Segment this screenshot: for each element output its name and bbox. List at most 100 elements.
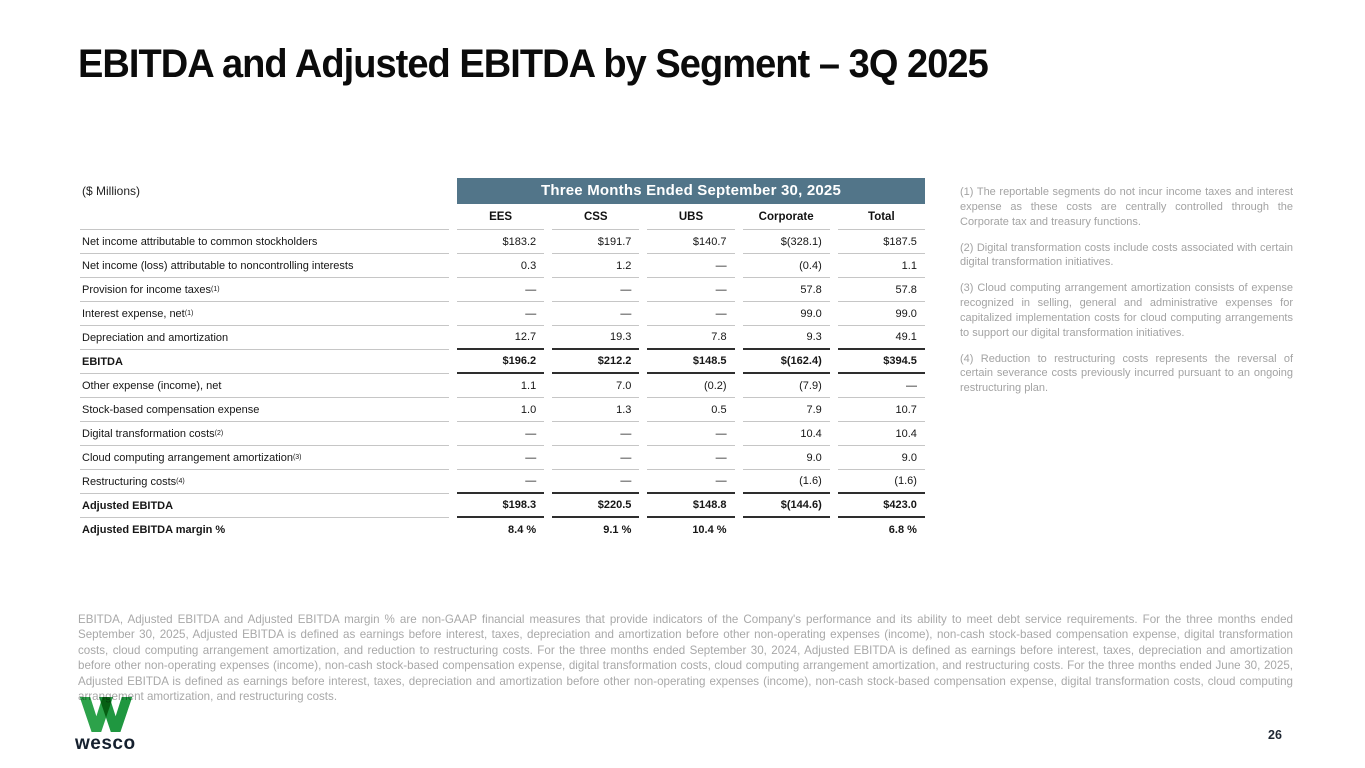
row-value: 99.0 xyxy=(742,302,830,326)
row-value xyxy=(743,518,830,542)
row-value: $191.7 xyxy=(552,230,640,254)
row-value: $(328.1) xyxy=(742,230,830,254)
row-value: — xyxy=(457,302,545,326)
table-row: Stock-based compensation expense 1.0 1.3 0.… xyxy=(80,398,925,422)
row-value: $187.5 xyxy=(837,230,925,254)
row-value: 1.2 xyxy=(552,254,640,278)
column-header: CSS xyxy=(552,204,640,230)
row-value: — xyxy=(552,470,640,494)
table-row: Other expense (income), net 1.1 7.0 (0.2) (7… xyxy=(80,374,925,398)
row-value: — xyxy=(457,446,545,470)
row-value: — xyxy=(647,254,735,278)
row-label: Net income (loss) attributable to noncon… xyxy=(80,254,449,278)
row-value: 57.8 xyxy=(837,278,925,302)
row-value: 99.0 xyxy=(837,302,925,326)
column-header-row: EES CSS UBS Corporate Total xyxy=(80,204,925,230)
row-value: 49.1 xyxy=(837,326,925,350)
row-value: 12.7 xyxy=(457,326,545,350)
row-value: $220.5 xyxy=(552,494,640,518)
row-label: Adjusted EBITDA xyxy=(80,494,449,518)
row-label: Provision for income taxes (1) xyxy=(80,278,449,302)
row-value: $198.3 xyxy=(457,494,545,518)
row-value: 7.8 xyxy=(647,326,735,350)
row-label: Depreciation and amortization xyxy=(80,326,449,350)
non-gaap-disclaimer: EBITDA, Adjusted EBITDA and Adjusted EBI… xyxy=(78,613,1293,704)
table-row: Restructuring costs (4) — — — (1.6) (1.6) xyxy=(80,470,925,494)
row-label: Net income attributable to common stockh… xyxy=(80,230,449,254)
segment-ebitda-table: ($ Millions) Three Months Ended Septembe… xyxy=(80,178,925,542)
row-value: 19.3 xyxy=(552,326,640,350)
row-value: $148.5 xyxy=(647,350,735,374)
row-value: — xyxy=(457,470,545,494)
row-label: Stock-based compensation expense xyxy=(80,398,449,422)
row-value: 9.0 xyxy=(837,446,925,470)
row-value: — xyxy=(552,302,640,326)
table-row: Adjusted EBITDA $198.3 $220.5 $148.8 $(144.6… xyxy=(80,494,925,518)
wesco-logo-icon xyxy=(79,697,133,732)
row-value: 10.4 xyxy=(742,422,830,446)
row-value: 8.4 % xyxy=(508,524,537,536)
table-row: Cloud computing arrangement amortization… xyxy=(80,446,925,470)
row-value: 10.4 % xyxy=(692,524,727,536)
row-value: — xyxy=(552,422,640,446)
row-value: $148.8 xyxy=(647,494,735,518)
row-value: 10.7 xyxy=(837,398,925,422)
period-header: Three Months Ended September 30, 2025 xyxy=(457,178,925,204)
table-row: Depreciation and amortization 12.7 19.3 7.8… xyxy=(80,326,925,350)
row-value: — xyxy=(457,278,545,302)
row-value: — xyxy=(647,446,735,470)
row-value: — xyxy=(552,446,640,470)
row-value: — xyxy=(552,278,640,302)
row-value: $(162.4) xyxy=(742,350,830,374)
column-header-spacer xyxy=(80,204,449,230)
row-value: $423.0 xyxy=(837,494,925,518)
column-header: Total xyxy=(837,204,925,230)
table-rows: Net income attributable to common stockh… xyxy=(80,230,925,542)
footnote: (4) Reduction to restructuring costs rep… xyxy=(960,352,1293,395)
row-value: 0.5 xyxy=(647,398,735,422)
page-number: 26 xyxy=(1268,728,1282,742)
table-row: Provision for income taxes (1) — — — 57.8 57.8 xyxy=(80,278,925,302)
row-value: 7.0 xyxy=(552,374,640,398)
row-value: $(144.6) xyxy=(742,494,830,518)
row-value: — xyxy=(647,470,735,494)
row-value: 7.9 xyxy=(742,398,830,422)
footnote: (2) Digital transformation costs include… xyxy=(960,241,1293,269)
row-value: 0.3 xyxy=(457,254,545,278)
row-value: $140.7 xyxy=(647,230,735,254)
table-row: Net income attributable to common stockh… xyxy=(80,230,925,254)
row-value: (1.6) xyxy=(837,470,925,494)
row-label: Interest expense, net (1) xyxy=(80,302,449,326)
row-label: Digital transformation costs (2) xyxy=(80,422,449,446)
row-value: 9.0 xyxy=(742,446,830,470)
row-value: 1.3 xyxy=(552,398,640,422)
table-row: Adjusted EBITDA margin % 8.4 % 9.1 % 10.4 %… xyxy=(80,518,925,542)
row-value: 6.8 % xyxy=(888,524,917,536)
column-header: UBS xyxy=(647,204,735,230)
units-label: ($ Millions) xyxy=(82,184,141,198)
footnote: (1) The reportable segments do not incur… xyxy=(960,186,1293,228)
row-value: (1.6) xyxy=(742,470,830,494)
row-value: — xyxy=(837,374,925,398)
footnotes-panel: (1) The reportable segments do not incur… xyxy=(960,185,1293,407)
table-row: EBITDA $196.2 $212.2 $148.5 $(162.4) $394.5 xyxy=(80,350,925,374)
row-value: (0.2) xyxy=(647,374,735,398)
row-value: 1.0 xyxy=(457,398,545,422)
row-value: $196.2 xyxy=(457,350,545,374)
row-value: 57.8 xyxy=(742,278,830,302)
row-value: $183.2 xyxy=(457,230,545,254)
row-value: (0.4) xyxy=(742,254,830,278)
row-value: — xyxy=(647,278,735,302)
table-row: Net income (loss) attributable to noncon… xyxy=(80,254,925,278)
row-value: 10.4 xyxy=(837,422,925,446)
table-row: Interest expense, net (1) — — — 99.0 99.0 xyxy=(80,302,925,326)
table-row: Digital transformation costs (2) — — — 10.4 10… xyxy=(80,422,925,446)
row-value: $394.5 xyxy=(837,350,925,374)
row-value: (7.9) xyxy=(742,374,830,398)
row-value: 1.1 xyxy=(837,254,925,278)
row-label: Adjusted EBITDA margin % xyxy=(82,524,226,536)
row-label: Other expense (income), net xyxy=(80,374,449,398)
column-header: EES xyxy=(457,204,545,230)
footnote: (3) Cloud computing arrangement amortiza… xyxy=(960,282,1293,339)
